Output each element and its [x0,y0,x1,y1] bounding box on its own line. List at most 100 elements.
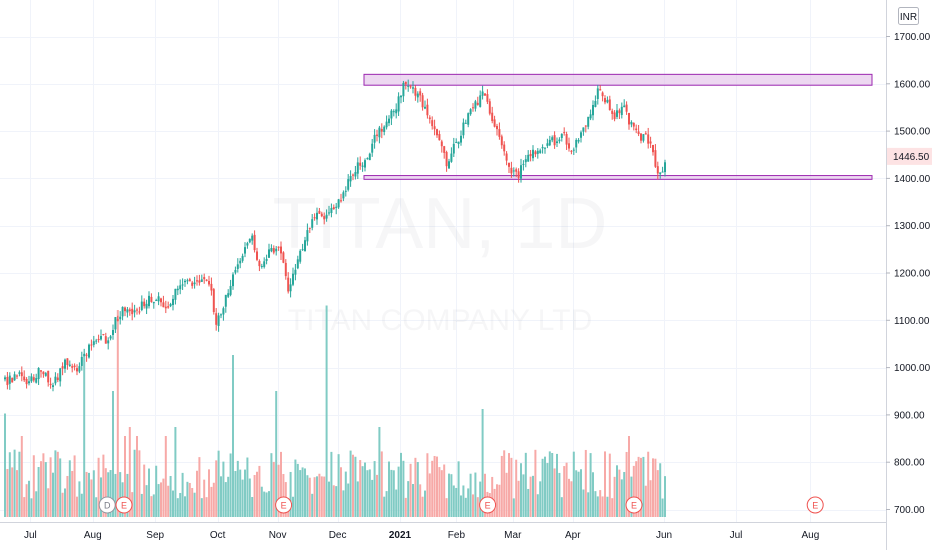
candle-body [85,354,88,356]
volume-bar [268,491,270,517]
candle-body [488,101,491,114]
candle-body [282,252,285,263]
price-axis[interactable]: 1700.00 1600.00 1500.00 1400.00 1300.00 1200.… [886,0,932,550]
volume-bar [572,451,575,517]
candle-body [155,300,158,302]
volume-bar [649,480,652,517]
earnings-event-marker[interactable]: E [479,496,497,514]
candle-body [340,200,342,202]
candle-body [42,371,45,375]
volume-bar [289,471,292,517]
candle-body [260,266,263,268]
volume-bar [532,475,534,517]
candle-body [659,172,662,175]
time-ticks: Jul Aug Sep Oct Nov Dec 2021 Feb Mar Apr Jun Jul Aug [24,530,819,541]
candle-body [404,81,407,85]
candle-body [611,110,614,114]
volume-bar [520,463,522,517]
volume-bar [42,453,45,517]
candle-body [469,109,472,115]
support-zone[interactable] [363,175,873,180]
price-tick-label: 1100.00 [894,316,930,327]
drawn-zones[interactable] [363,73,873,180]
volume-bar [419,484,422,517]
candle-body [378,127,381,138]
volume-bar [457,461,460,517]
volume-bar [13,449,16,517]
volume-bar [544,456,546,517]
candle-body [424,106,426,109]
candle-body [114,317,117,330]
last-price-label: 1446.50 [893,152,930,163]
currency-badge[interactable]: INR [898,7,919,25]
candle-body [176,288,179,291]
volume-bar [551,453,554,517]
volume-bar [114,473,117,517]
candle-body [128,309,131,312]
volume-bar [49,457,52,517]
earnings-event-marker[interactable]: E [115,496,133,514]
volume-bar [71,470,74,517]
earnings-event-marker[interactable]: E [625,496,643,514]
volume-bar [426,453,429,517]
candle-body [452,143,455,154]
candle-body [546,143,549,146]
earnings-event-marker[interactable]: E [806,496,824,514]
volume-bar [95,497,98,517]
volume-bar [258,465,261,517]
volume-bar [186,481,189,517]
volume-bar [227,476,230,517]
volume-bar [78,481,81,517]
event-marker-label: E [281,501,287,511]
volume-bar [611,498,614,517]
price-tick-label: 800.00 [894,458,925,469]
volume-bar [575,470,578,517]
volume-bar [616,465,618,517]
candle-body [90,344,93,346]
candle-body [407,85,410,87]
candle-body [510,167,513,174]
candle-body [61,366,64,369]
earnings-event-marker[interactable]: E [275,496,293,514]
candle-body [145,303,148,309]
volume-bar [272,461,275,517]
candle-body [251,235,254,241]
event-marker-label: E [485,501,491,511]
candle-body [325,214,328,219]
volume-bar [376,474,378,517]
volume-bar [282,474,285,517]
volume-bar [503,450,506,517]
volume-bar [215,460,218,517]
volume-bar [354,456,357,517]
volume-bar [556,453,558,517]
volume-bar [565,462,568,517]
candle-body [484,93,486,96]
volume-bar [40,461,42,517]
event-marker-label: D [104,501,111,511]
volume-bar [378,427,381,517]
candle-body [644,133,647,135]
volume-bar [563,466,566,517]
time-axis[interactable]: Jul Aug Sep Oct Nov Dec 2021 Feb Mar Apr Jun Jul Aug [0,522,886,542]
candle-body [618,110,621,114]
volume-bar [56,451,59,517]
volume-bar [455,487,458,517]
volume-bar [584,449,587,517]
volume-bar [308,477,311,517]
candle-body [30,376,33,382]
volume-bar [52,472,54,517]
volume-bar [582,489,585,517]
price-tick-label: 1500.00 [894,127,931,138]
resistance-zone[interactable] [363,73,873,86]
dividend-event-marker[interactable]: D [98,496,116,514]
candle-body [241,255,244,261]
volume-bar [181,472,184,517]
time-tick-label: Jul [24,530,37,541]
candle-body [287,277,290,292]
volume-bar [296,463,299,517]
candle-body [66,358,69,365]
candle-body [248,238,251,243]
candle-body [481,91,484,96]
